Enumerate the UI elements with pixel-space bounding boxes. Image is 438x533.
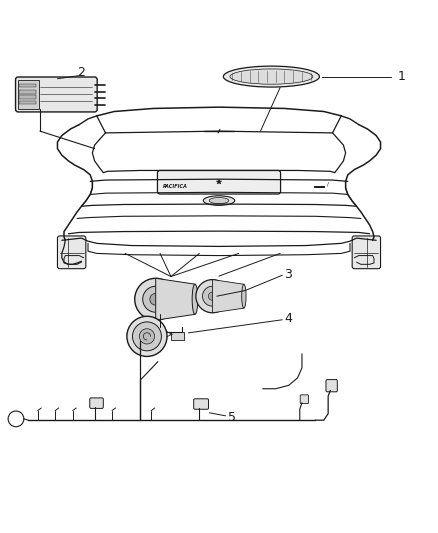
FancyBboxPatch shape (19, 95, 36, 99)
Circle shape (143, 286, 169, 312)
FancyBboxPatch shape (18, 79, 39, 109)
Ellipse shape (242, 284, 246, 308)
FancyBboxPatch shape (352, 236, 381, 269)
Circle shape (202, 286, 223, 306)
Circle shape (150, 293, 162, 305)
Text: 5: 5 (228, 410, 236, 424)
Circle shape (139, 329, 155, 344)
Text: PACIFICA: PACIFICA (163, 184, 188, 189)
Polygon shape (155, 278, 195, 320)
Circle shape (196, 280, 229, 313)
Text: 2: 2 (78, 66, 85, 79)
Ellipse shape (223, 66, 319, 87)
FancyBboxPatch shape (194, 399, 208, 409)
FancyBboxPatch shape (90, 398, 103, 408)
Circle shape (208, 292, 217, 300)
Ellipse shape (209, 198, 229, 204)
Ellipse shape (192, 284, 198, 314)
FancyBboxPatch shape (326, 379, 337, 392)
Circle shape (135, 278, 177, 320)
FancyBboxPatch shape (19, 101, 36, 104)
FancyBboxPatch shape (19, 90, 36, 94)
Text: /: / (327, 181, 329, 186)
FancyBboxPatch shape (300, 395, 308, 403)
Text: 1: 1 (398, 70, 406, 83)
Ellipse shape (203, 196, 235, 205)
Ellipse shape (230, 69, 313, 84)
Circle shape (127, 316, 167, 357)
FancyBboxPatch shape (57, 236, 86, 269)
Circle shape (133, 322, 162, 351)
Text: 4: 4 (285, 312, 293, 325)
FancyBboxPatch shape (15, 77, 97, 112)
FancyBboxPatch shape (170, 332, 184, 340)
FancyBboxPatch shape (19, 84, 36, 87)
Text: 3: 3 (285, 268, 293, 281)
Polygon shape (212, 280, 244, 313)
FancyBboxPatch shape (157, 171, 281, 194)
